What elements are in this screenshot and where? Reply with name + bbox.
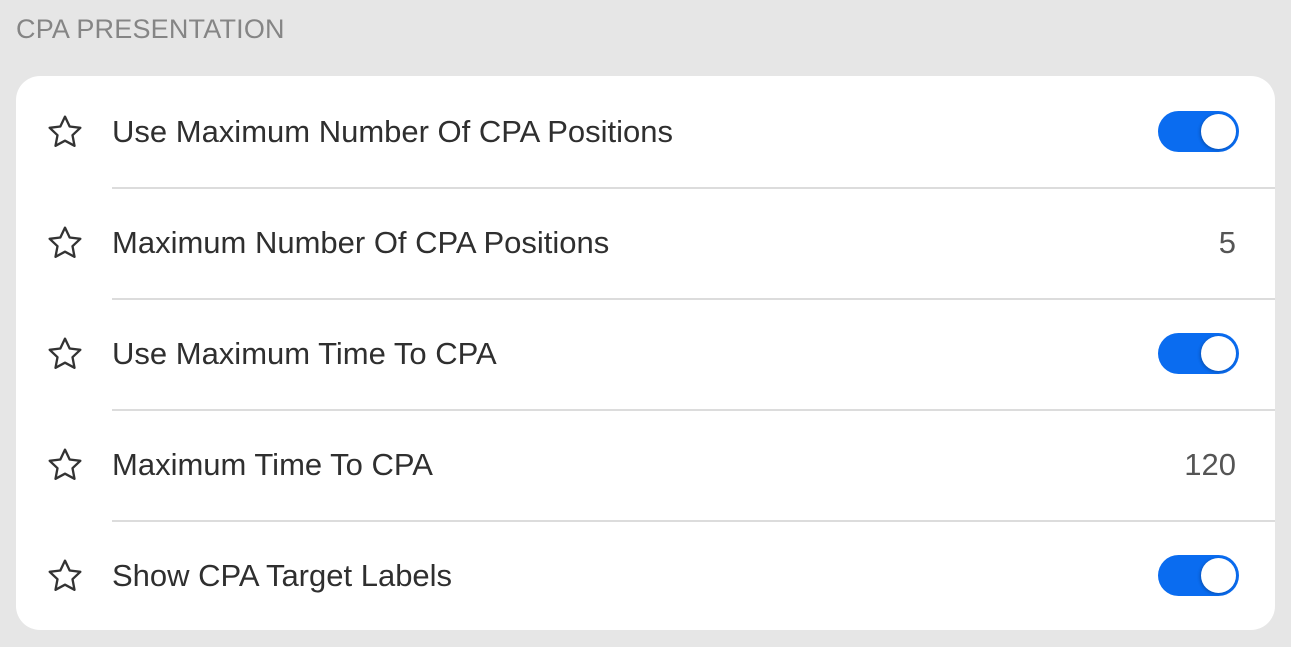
settings-card: Use Maximum Number Of CPA Positions Maxi… <box>16 76 1275 630</box>
use-max-cpa-positions-toggle[interactable] <box>1158 111 1239 152</box>
setting-label: Maximum Number Of CPA Positions <box>112 224 610 260</box>
setting-row-show-cpa-target-labels[interactable]: Show CPA Target Labels <box>16 520 1275 630</box>
toggle-knob <box>1201 336 1236 371</box>
favorite-star-icon[interactable] <box>45 112 85 152</box>
setting-row-max-time-to-cpa[interactable]: Maximum Time To CPA 120 <box>16 409 1275 520</box>
setting-row-max-cpa-positions[interactable]: Maximum Number Of CPA Positions 5 <box>16 187 1275 298</box>
setting-row-use-max-cpa-positions[interactable]: Use Maximum Number Of CPA Positions <box>16 76 1275 187</box>
show-cpa-target-labels-toggle[interactable] <box>1158 555 1239 596</box>
section-title: CPA PRESENTATION <box>16 14 285 44</box>
max-time-to-cpa-value[interactable]: 120 <box>1184 446 1236 482</box>
toggle-knob <box>1201 558 1236 593</box>
favorite-star-icon[interactable] <box>45 334 85 374</box>
favorite-star-icon[interactable] <box>45 223 85 263</box>
setting-label: Maximum Time To CPA <box>112 446 433 482</box>
favorite-star-icon[interactable] <box>45 445 85 485</box>
setting-row-use-max-time-to-cpa[interactable]: Use Maximum Time To CPA <box>16 298 1275 409</box>
setting-label: Use Maximum Number Of CPA Positions <box>112 113 674 149</box>
max-cpa-positions-value[interactable]: 5 <box>1218 224 1236 260</box>
toggle-knob <box>1201 114 1236 149</box>
setting-label: Show CPA Target Labels <box>112 557 453 593</box>
favorite-star-icon[interactable] <box>45 556 85 596</box>
use-max-time-to-cpa-toggle[interactable] <box>1158 333 1239 374</box>
setting-label: Use Maximum Time To CPA <box>112 335 497 371</box>
